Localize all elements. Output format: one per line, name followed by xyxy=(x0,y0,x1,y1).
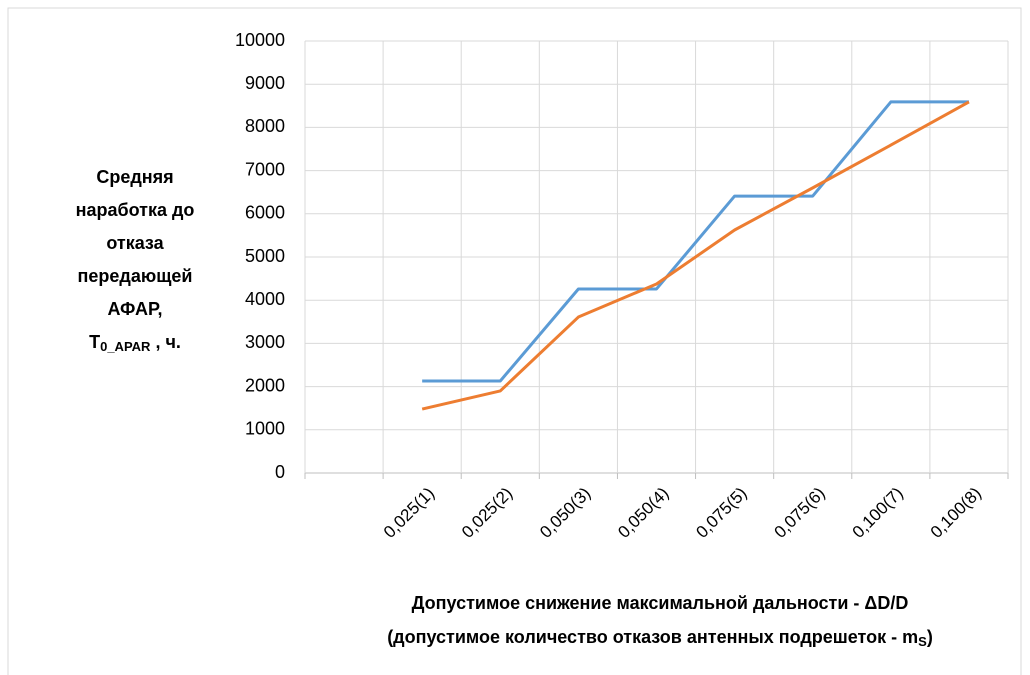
x-tick-label: 0,050(3) xyxy=(536,484,594,542)
y-axis-label: T0_APAR , ч. xyxy=(89,332,181,355)
y-axis-label-part: T xyxy=(89,332,100,352)
line-series xyxy=(422,100,969,383)
x-axis-label-part: ) xyxy=(927,627,933,647)
x-axis-label-part: (допустимое количество отказов антенных … xyxy=(387,627,918,647)
y-tick-label: 5000 xyxy=(245,246,285,266)
y-tick-label: 2000 xyxy=(245,375,285,395)
x-axis-label: (допустимое количество отказов антенных … xyxy=(387,627,933,650)
y-tick-label: 10000 xyxy=(235,30,285,50)
x-tick-label: 0,100(7) xyxy=(849,484,907,542)
y-tick-label: 0 xyxy=(275,462,285,482)
x-tick-label: 0,025(1) xyxy=(380,484,438,542)
y-tick-label: 6000 xyxy=(245,203,285,223)
y-tick-label: 9000 xyxy=(245,73,285,93)
x-tick-label: 0,075(6) xyxy=(771,484,829,542)
x-axis-label: Допустимое снижение максимальной дальнос… xyxy=(412,593,909,613)
y-tick-label: 8000 xyxy=(245,116,285,136)
y-tick-label: 4000 xyxy=(245,289,285,309)
x-tick-label: 0,100(8) xyxy=(927,484,985,542)
x-tick-label: 0,025(2) xyxy=(458,484,516,542)
y-axis-label-part: , ч. xyxy=(150,332,180,352)
y-axis-label-sub: 0_APAR xyxy=(100,339,151,354)
y-axis-label: отказа xyxy=(106,233,164,253)
x-tick-label: 0,075(5) xyxy=(692,484,750,542)
y-tick-label: 3000 xyxy=(245,332,285,352)
y-axis-label: передающей xyxy=(78,266,193,286)
y-axis-label: АФАР, xyxy=(108,299,163,319)
chart-frame xyxy=(7,7,1022,675)
y-tick-label: 1000 xyxy=(245,419,285,439)
line-series xyxy=(421,100,970,411)
y-axis-label: наработка до xyxy=(76,200,195,220)
y-tick-label: 7000 xyxy=(245,159,285,179)
x-tick-label: 0,050(4) xyxy=(614,484,672,542)
y-axis-label: Средняя xyxy=(96,167,173,187)
x-axis-label-sub: S xyxy=(918,634,927,649)
